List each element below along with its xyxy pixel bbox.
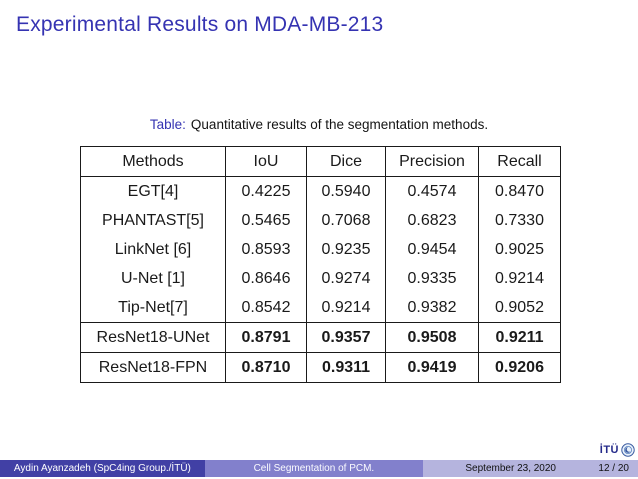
value-cell: 0.9274 [306, 264, 386, 293]
footer-bar: Aydin Ayanzadeh (SpC4ing Group./İTÜ) Cel… [0, 460, 638, 477]
slide-title: Experimental Results on MDA-MB-213 [16, 13, 384, 36]
col-header-dice: Dice [306, 146, 386, 177]
value-cell: 0.9214 [478, 264, 561, 293]
table-row-resnet18-unet: ResNet18-UNet 0.8791 0.9357 0.9508 0.921… [80, 322, 561, 353]
value-cell: 0.8710 [225, 352, 307, 383]
table-row: LinkNet [6] 0.8593 0.9235 0.9454 0.9025 [81, 235, 561, 264]
value-cell: 0.9311 [306, 352, 386, 383]
value-cell: 0.5940 [306, 176, 386, 206]
table-row: EGT[4] 0.4225 0.5940 0.4574 0.8470 [81, 176, 561, 206]
method-cell: U-Net [1] [120, 269, 185, 287]
results-table: Methods IoU Dice Precision Recall EGT[4]… [80, 146, 561, 383]
value-cell: 0.9214 [306, 293, 386, 323]
value-cell: 0.7068 [306, 206, 386, 235]
method-cell: LinkNet [6] [114, 240, 192, 258]
itu-logo: İTÜ [600, 443, 635, 457]
value-cell: 0.9211 [478, 322, 561, 353]
method-cell: EGT[4] [127, 182, 179, 200]
value-cell: 0.7330 [478, 206, 561, 235]
footer-title-segment: Cell Segmentation of PCM. [204, 460, 423, 477]
footer-talk-title-text: Cell Segmentation of PCM. [253, 463, 375, 474]
method-cell: Tip-Net[7] [118, 298, 188, 316]
caption-label: Table: [149, 117, 186, 132]
table-row: PHANTAST[5] 0.5465 0.7068 0.6823 0.7330 [81, 206, 561, 235]
caption-text: Quantitative results of the segmentation… [190, 117, 489, 132]
table-row: Tip-Net[7] 0.8542 0.9214 0.9382 0.9052 [81, 293, 561, 323]
value-cell: 0.8791 [225, 322, 307, 353]
footer-page-number: 12 / 20 [598, 463, 629, 474]
value-cell: 0.4225 [225, 176, 307, 206]
value-cell: 0.5465 [225, 206, 307, 235]
value-cell: 0.8646 [225, 264, 307, 293]
method-cell: PHANTAST[5] [102, 211, 204, 229]
value-cell: 0.8542 [225, 293, 307, 323]
table-row: U-Net [1] 0.8646 0.9274 0.9335 0.9214 [81, 264, 561, 293]
table-header-row: Methods IoU Dice Precision Recall [80, 146, 561, 177]
value-cell: 0.6823 [385, 206, 479, 235]
method-cell: ResNet18-FPN [80, 352, 226, 383]
method-cell: ResNet18-UNet [80, 322, 226, 353]
footer-author-segment: Aydin Ayanzadeh (SpC4ing Group./İTÜ) [0, 460, 205, 477]
results-table-container: Methods IoU Dice Precision Recall EGT[4]… [80, 146, 561, 383]
value-cell: 0.9357 [306, 322, 386, 353]
value-cell: 0.8593 [225, 235, 307, 264]
value-cell: 0.9419 [385, 352, 479, 383]
itu-logo-text: İTÜ [599, 444, 619, 456]
footer-author-text: Aydin Ayanzadeh (SpC4ing Group./İTÜ) [13, 463, 191, 474]
table-caption: Table: Quantitative results of the segmen… [0, 117, 638, 132]
itu-seal-icon [621, 443, 635, 457]
value-cell: 0.9508 [385, 322, 479, 353]
value-cell: 0.9206 [478, 352, 561, 383]
value-cell: 0.9335 [385, 264, 479, 293]
col-header-iou: IoU [225, 146, 307, 177]
footer-date-text: September 23, 2020 [465, 463, 556, 474]
value-cell: 0.4574 [385, 176, 479, 206]
col-header-methods: Methods [80, 146, 226, 177]
col-header-recall: Recall [478, 146, 561, 177]
value-cell: 0.9052 [478, 293, 561, 323]
footer-date-segment: September 23, 2020 12 / 20 [422, 460, 638, 477]
value-cell: 0.8470 [478, 176, 561, 206]
value-cell: 0.9382 [385, 293, 479, 323]
table-row-resnet18-fpn: ResNet18-FPN 0.8710 0.9311 0.9419 0.9206 [80, 352, 561, 383]
value-cell: 0.9025 [478, 235, 561, 264]
col-header-precision: Precision [385, 146, 479, 177]
value-cell: 0.9235 [306, 235, 386, 264]
value-cell: 0.9454 [385, 235, 479, 264]
